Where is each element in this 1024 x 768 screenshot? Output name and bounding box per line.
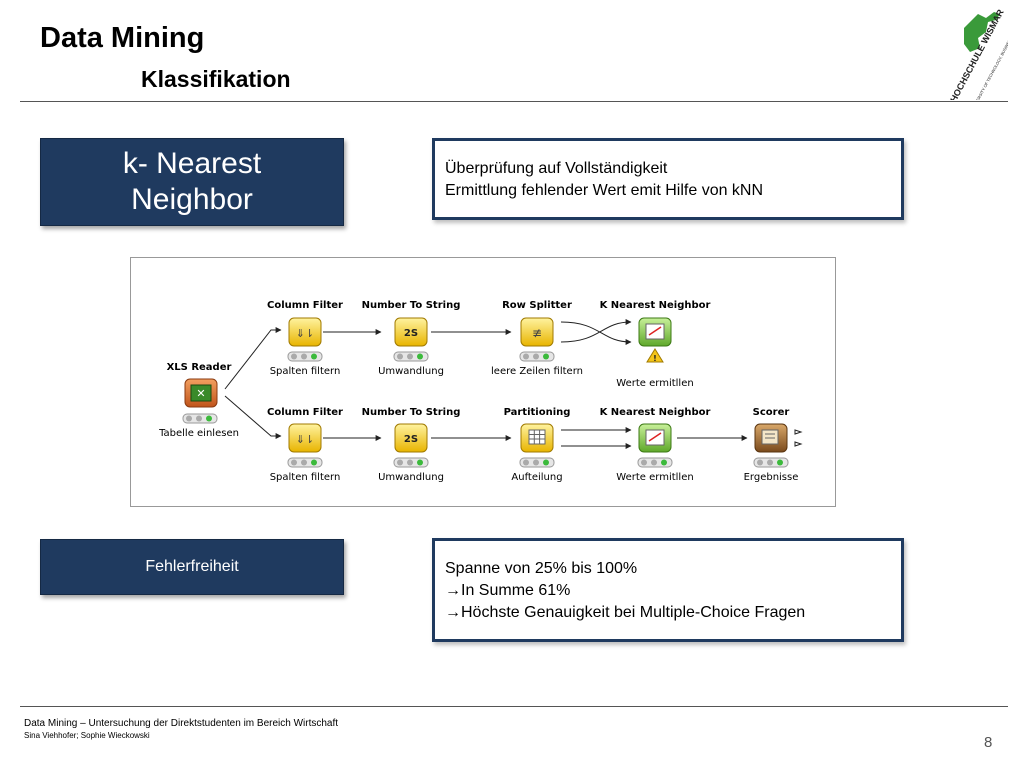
node-label: Umwandlung: [378, 366, 444, 377]
arrow-icon: →: [445, 604, 461, 621]
slide-subtitle: Klassifikation: [141, 66, 291, 92]
node-label: Werte ermitllen: [616, 472, 693, 483]
node-title: Row Splitter: [502, 300, 572, 311]
info-line: →In Summe 61%: [445, 582, 571, 599]
connection: [224, 395, 282, 439]
row-splitter-icon: ≢: [532, 326, 542, 340]
logo-figure-icon: [964, 12, 1000, 52]
knn-label-line2: Neighbor: [131, 183, 253, 216]
number-to-string-icon: 2S: [404, 434, 418, 445]
info-line: →Höchste Genauigkeit bei Multiple-Choice…: [445, 604, 806, 621]
spreadsheet-icon: [190, 384, 212, 402]
info-line: Überprüfung auf Vollständigkeit: [445, 160, 668, 177]
workflow-canvas: XLS Reader ✕ Tabelle einlesen Column Fil…: [158, 300, 803, 483]
column-filter-icon: ⇓⇂: [296, 327, 314, 340]
connection: [224, 327, 282, 390]
node-column-filter-1[interactable]: Column Filter ⇓⇂ Spalten filtern: [267, 300, 343, 377]
page-number: 8: [984, 734, 993, 751]
fehlerfreiheit-label-box: Fehlerfreiheit: [40, 539, 344, 595]
node-xls-reader[interactable]: XLS Reader ✕ Tabelle einlesen: [158, 362, 239, 439]
node-title: XLS Reader: [167, 362, 232, 373]
slide-title: Data Mining: [40, 22, 205, 54]
node-knn-2[interactable]: K Nearest Neighbor Werte ermitllen: [600, 407, 711, 483]
node-label: Tabelle einlesen: [158, 428, 239, 439]
node-label: Umwandlung: [378, 472, 444, 483]
node-label: Werte ermitllen: [616, 378, 693, 389]
svg-text:!: !: [653, 354, 657, 363]
node-scorer[interactable]: Scorer Ergebnisse: [744, 407, 803, 483]
node-title: Column Filter: [267, 300, 343, 311]
footer-authors: Sina Viehhofer; Sophie Wieckowski: [24, 731, 150, 740]
scorer-icon: [761, 429, 779, 445]
node-label: leere Zeilen filtern: [491, 366, 583, 377]
header-divider: [20, 101, 1008, 102]
fehlerfreiheit-info-box: Spanne von 25% bis 100% →In Summe 61% →H…: [432, 538, 904, 642]
hochschule-wismar-logo: HOCHSCHULE WISMAR UNIVERSITY OF TECHNOLO…: [948, 8, 1008, 100]
footer-title: Data Mining – Untersuchung der Direktstu…: [24, 718, 339, 729]
node-knn-1[interactable]: K Nearest Neighbor ! Werte ermitllen: [600, 300, 711, 389]
connection: [560, 321, 632, 345]
warning-icon: [646, 348, 664, 363]
node-number-to-string-2[interactable]: Number To String 2S Umwandlung: [362, 407, 461, 483]
node-number-to-string-1[interactable]: Number To String 2S Umwandlung: [362, 300, 461, 377]
knn-info-box: Überprüfung auf Vollständigkeit Ermittlu…: [432, 138, 904, 220]
fehlerfreiheit-label: Fehlerfreiheit: [145, 558, 239, 575]
node-label: Ergebnisse: [744, 472, 799, 483]
node-title: Column Filter: [267, 407, 343, 418]
node-partitioning[interactable]: Partitioning Aufteilung: [504, 407, 571, 483]
partitioning-icon: [528, 429, 546, 445]
node-label: Spalten filtern: [270, 472, 341, 483]
knn-label-line1: k- Nearest: [122, 147, 262, 180]
node-title: Partitioning: [504, 407, 571, 418]
node-column-filter-2[interactable]: Column Filter ⇓⇂ Spalten filtern: [267, 407, 343, 483]
column-filter-icon: ⇓⇂: [296, 433, 314, 446]
knn-label-box: k- Nearest Neighbor: [40, 138, 344, 226]
arrow-icon: →: [445, 582, 461, 599]
node-title: K Nearest Neighbor: [600, 300, 711, 311]
knime-workflow: XLS Reader ✕ Tabelle einlesen Column Fil…: [130, 257, 836, 507]
node-row-splitter[interactable]: Row Splitter ≢ leere Zeilen filtern: [491, 300, 583, 377]
node-title: Number To String: [362, 300, 461, 311]
number-to-string-icon: 2S: [404, 328, 418, 339]
node-title: K Nearest Neighbor: [600, 407, 711, 418]
node-title: Scorer: [753, 407, 790, 418]
node-label: Aufteilung: [511, 472, 562, 483]
node-label: Spalten filtern: [270, 366, 341, 377]
workflow-connections: [224, 319, 748, 449]
info-line: Spanne von 25% bis 100%: [445, 560, 638, 577]
svg-text:✕: ✕: [196, 387, 205, 400]
footer-divider: [20, 706, 1008, 707]
info-line: Ermittlung fehlender Wert emit Hilfe von…: [445, 182, 764, 199]
connection: [560, 319, 632, 343]
node-title: Number To String: [362, 407, 461, 418]
